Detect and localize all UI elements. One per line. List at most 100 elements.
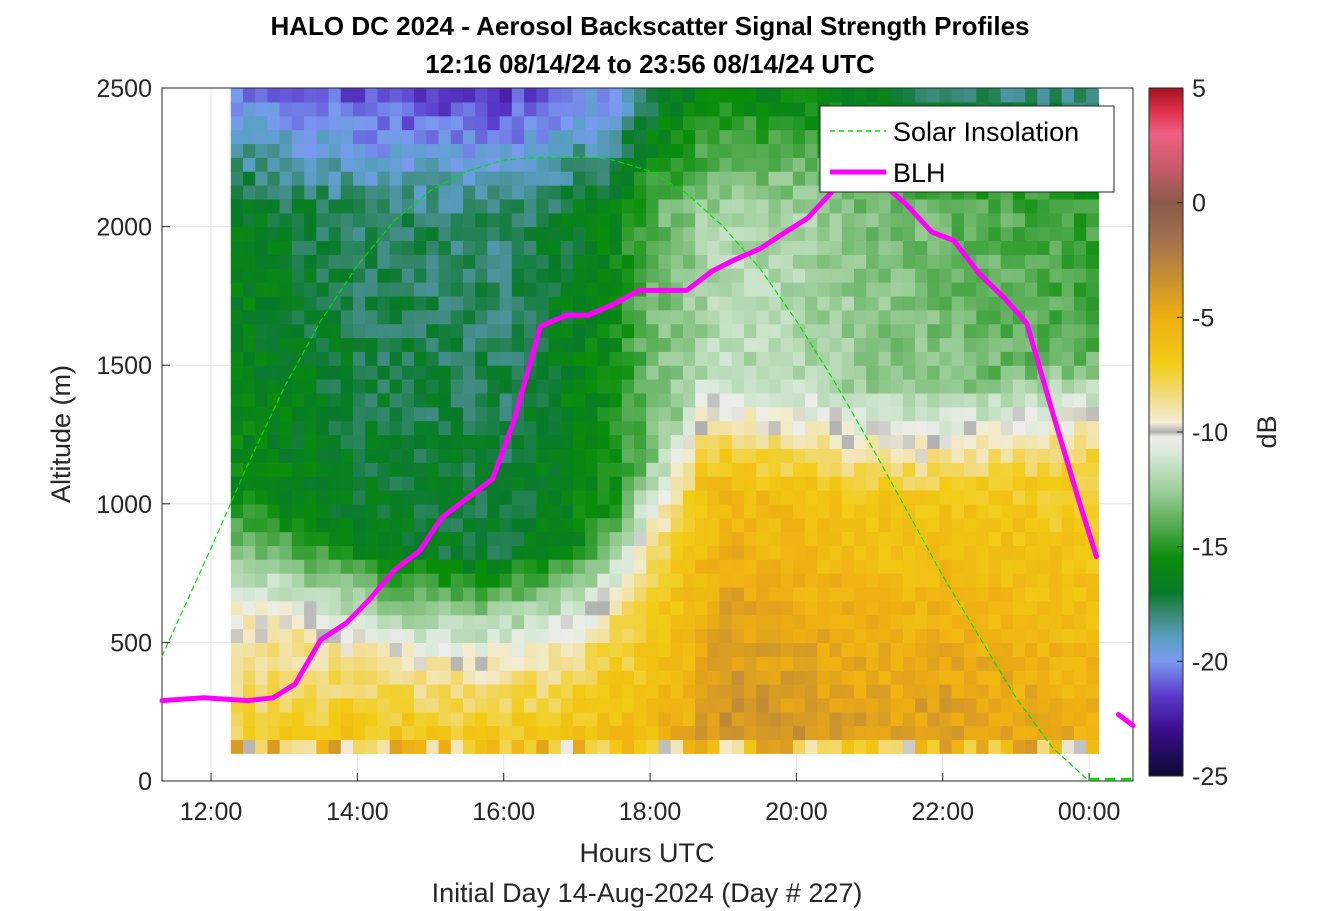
- heatmap-cell: [560, 143, 574, 158]
- x-tick-label: 20:00: [765, 798, 828, 826]
- heatmap-cell: [450, 448, 464, 463]
- heatmap-cell: [792, 115, 806, 131]
- heatmap-cell: [744, 129, 757, 145]
- heatmap-cell: [768, 406, 782, 422]
- heatmap-cell: [609, 600, 623, 616]
- heatmap-cell: [524, 489, 537, 505]
- heatmap-cell: [511, 600, 525, 616]
- heatmap-cell: [646, 697, 660, 713]
- heatmap-cell: [243, 198, 256, 214]
- heatmap-cell: [462, 573, 476, 588]
- heatmap-cell: [524, 268, 537, 283]
- heatmap-cell: [707, 489, 721, 505]
- heatmap-cell: [499, 573, 513, 588]
- heatmap-cell: [902, 295, 916, 311]
- heatmap-cell: [866, 489, 880, 505]
- heatmap-cell: [401, 129, 415, 145]
- heatmap-cell: [609, 185, 623, 200]
- heatmap-cell: [328, 88, 342, 103]
- heatmap-cell: [585, 434, 598, 449]
- heatmap-cell: [963, 531, 977, 546]
- heatmap-cell: [609, 462, 623, 477]
- heatmap-cell: [389, 489, 403, 505]
- heatmap-cell: [438, 683, 452, 699]
- heatmap-cell: [817, 517, 831, 533]
- heatmap-cell: [365, 295, 379, 311]
- heatmap-cell: [731, 573, 745, 588]
- heatmap-cell: [792, 517, 806, 533]
- heatmap-cell: [572, 586, 586, 602]
- heatmap-cell: [267, 212, 281, 228]
- heatmap-cell: [756, 614, 770, 630]
- heatmap-cell: [780, 642, 794, 657]
- heatmap-cell: [389, 101, 403, 117]
- heatmap-cell: [939, 337, 953, 352]
- heatmap-cell: [1086, 642, 1099, 657]
- heatmap-cell: [866, 198, 880, 214]
- heatmap-cell: [829, 656, 843, 671]
- heatmap-cell: [243, 517, 256, 533]
- heatmap-cell: [1049, 656, 1063, 671]
- heatmap-cell: [988, 600, 1002, 616]
- heatmap-cell: [291, 101, 305, 117]
- heatmap-cell: [340, 503, 354, 519]
- heatmap-cell: [548, 489, 562, 505]
- heatmap-cell: [548, 88, 562, 103]
- heatmap-cell: [695, 448, 708, 463]
- heatmap-cell: [426, 600, 440, 616]
- heatmap-cell: [597, 642, 611, 657]
- heatmap-cell: [291, 725, 305, 741]
- heatmap-cell: [634, 559, 647, 574]
- heatmap-cell: [267, 434, 281, 449]
- heatmap-cell: [927, 323, 941, 339]
- heatmap-cell: [621, 683, 635, 699]
- heatmap-cell: [475, 711, 488, 727]
- heatmap-cell: [414, 434, 427, 449]
- heatmap-cell: [255, 212, 269, 228]
- heatmap-cell: [389, 240, 403, 255]
- heatmap-cell: [682, 476, 696, 491]
- heatmap-cell: [377, 351, 391, 366]
- heatmap-cell: [389, 711, 403, 727]
- heatmap-cell: [1086, 406, 1099, 422]
- heatmap-cell: [230, 379, 244, 394]
- heatmap-cell: [279, 351, 293, 366]
- heatmap-cell: [414, 503, 427, 519]
- heatmap-cell: [1025, 642, 1038, 657]
- heatmap-cell: [462, 683, 476, 699]
- heatmap-cell: [1061, 586, 1075, 602]
- heatmap-cell: [756, 351, 770, 366]
- heatmap-cell: [609, 711, 623, 727]
- heatmap-cell: [719, 240, 733, 255]
- heatmap-cell: [438, 545, 452, 560]
- heatmap-cell: [524, 656, 537, 671]
- heatmap-cell: [560, 351, 574, 366]
- heatmap-cell: [377, 545, 391, 560]
- heatmap-cell: [328, 434, 342, 449]
- heatmap-cell: [585, 670, 598, 685]
- heatmap-cell: [597, 476, 611, 491]
- heatmap-cell: [1037, 212, 1051, 228]
- heatmap-cell: [1086, 628, 1099, 643]
- heatmap-cell: [438, 670, 452, 685]
- heatmap-cell: [927, 517, 941, 533]
- heatmap-cell: [585, 337, 598, 352]
- heatmap-cell: [792, 88, 806, 103]
- heatmap-cell: [243, 683, 256, 699]
- heatmap-cell: [1086, 323, 1099, 339]
- heatmap-cell: [499, 725, 513, 741]
- heatmap-cell: [658, 240, 672, 255]
- heatmap-cell: [756, 531, 770, 546]
- heatmap-cell: [719, 268, 733, 283]
- heatmap-cell: [328, 295, 342, 311]
- heatmap-cell: [572, 545, 586, 560]
- heatmap-cell: [756, 171, 770, 186]
- heatmap-cell: [450, 531, 464, 546]
- heatmap-cell: [1086, 559, 1099, 574]
- heatmap-cell: [377, 88, 391, 103]
- heatmap-cell: [487, 379, 501, 394]
- heatmap-cell: [548, 240, 562, 255]
- heatmap-cell: [829, 545, 843, 560]
- heatmap-cell: [511, 670, 525, 685]
- heatmap-cell: [1000, 697, 1014, 713]
